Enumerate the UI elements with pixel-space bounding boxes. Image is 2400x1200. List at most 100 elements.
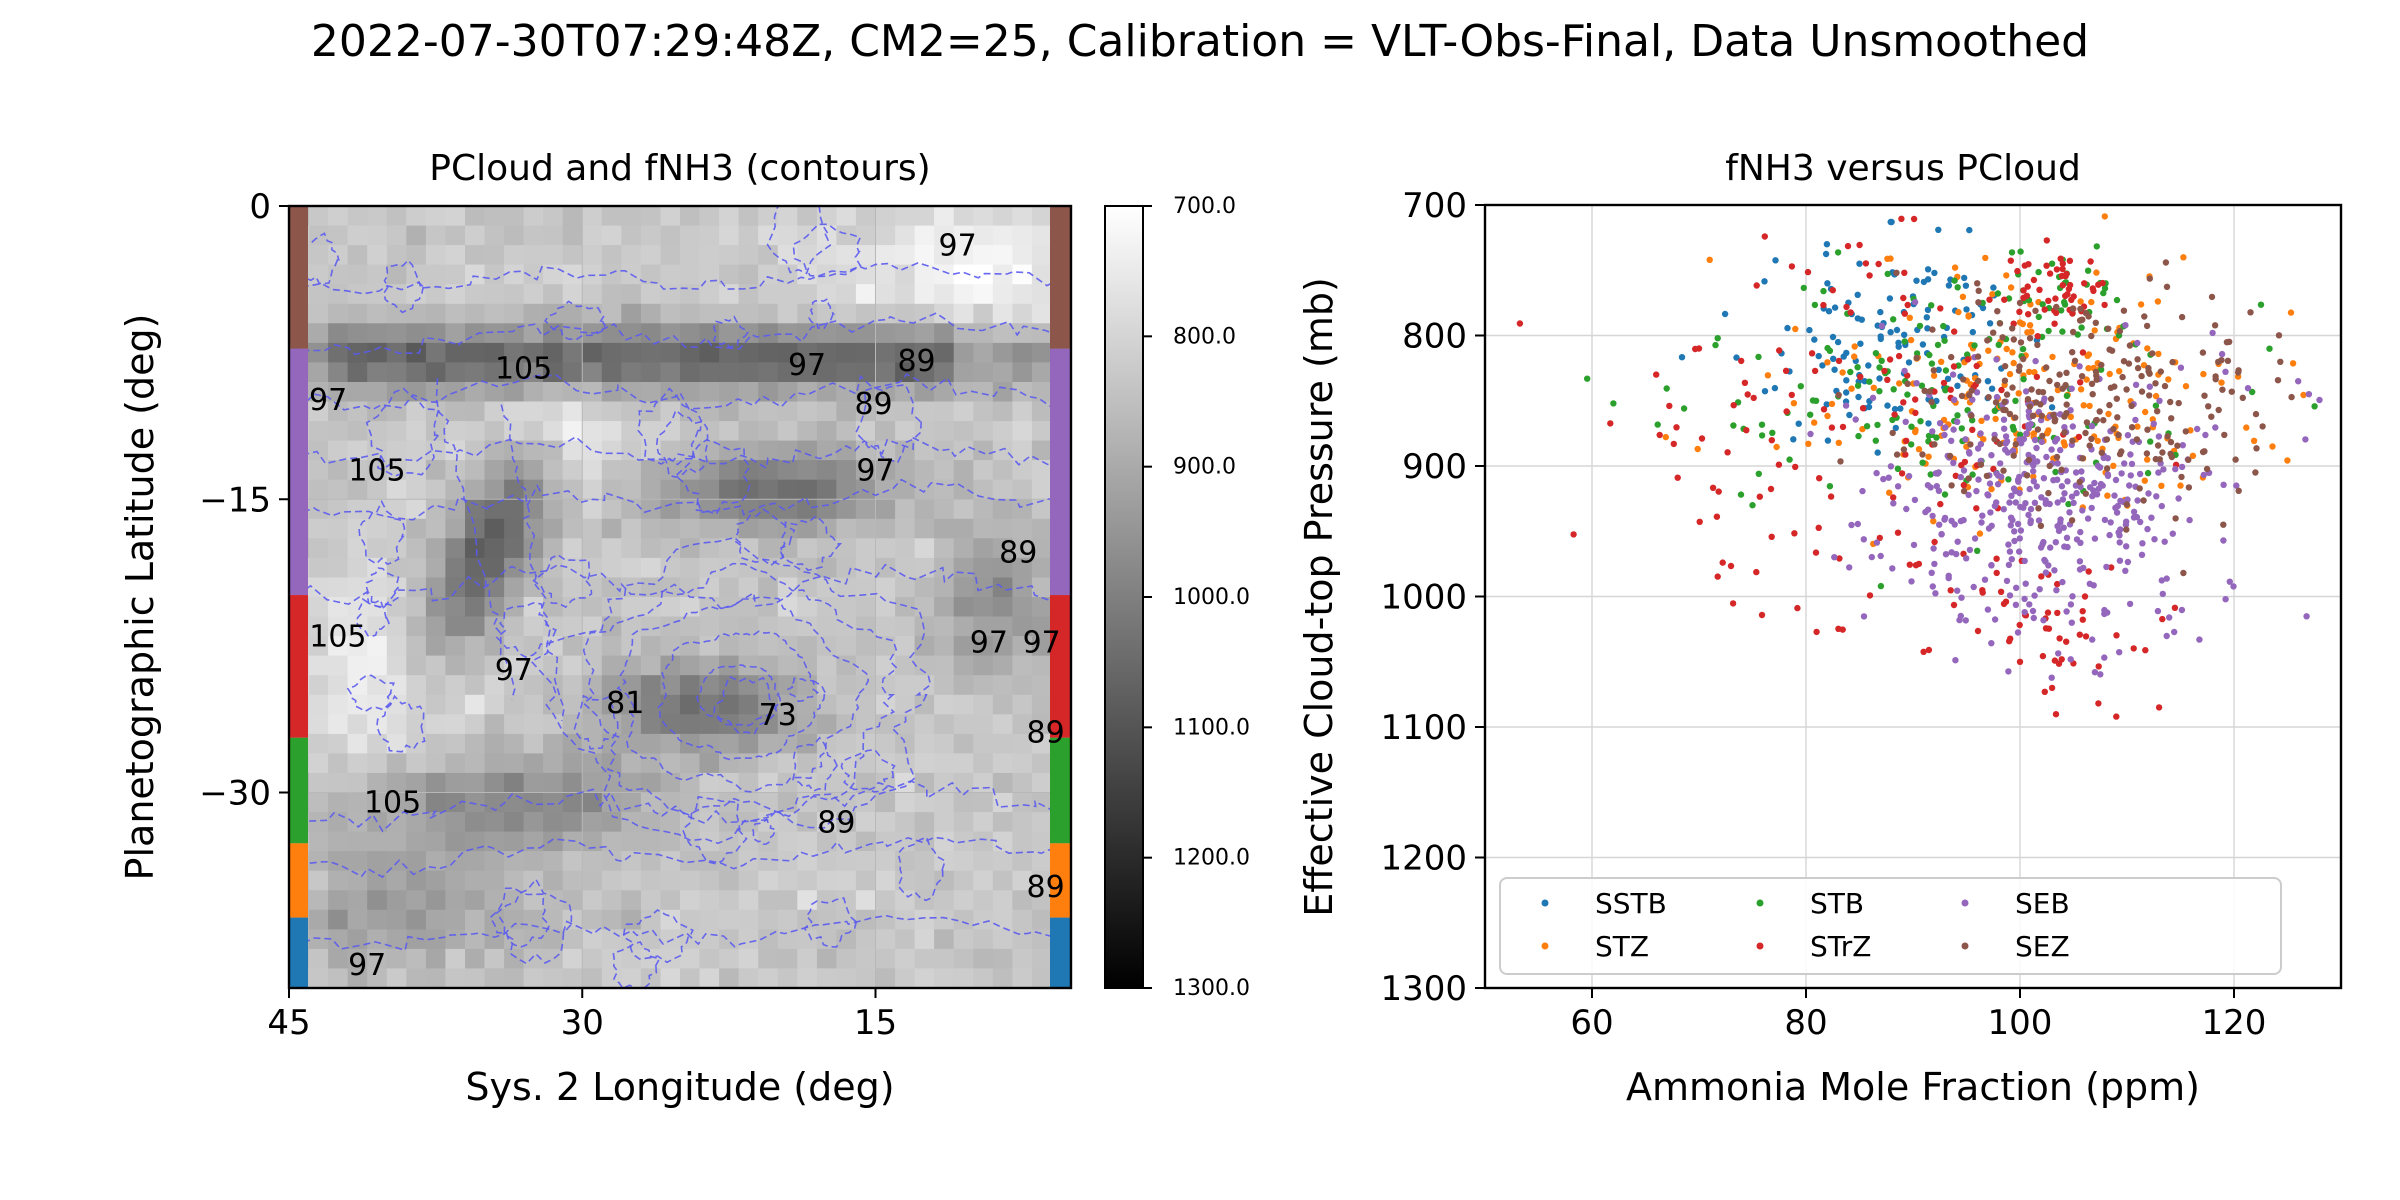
heatmap-cell xyxy=(875,968,896,988)
heatmap-cell xyxy=(895,342,916,363)
heatmap-cell xyxy=(934,655,955,676)
scatter-point xyxy=(2033,483,2041,490)
scatter-point xyxy=(1979,304,1987,312)
heatmap-cell xyxy=(328,342,349,363)
heatmap-cell xyxy=(582,460,603,481)
scatter-point xyxy=(1806,326,1813,334)
heatmap-cell xyxy=(895,890,916,911)
scatter-point xyxy=(1829,287,1837,294)
contour-line xyxy=(289,914,1071,952)
scatter-point xyxy=(1987,509,1994,516)
heatmap-cell xyxy=(797,714,818,735)
heatmap-cell xyxy=(660,577,681,598)
heatmap-cell xyxy=(953,792,974,813)
scatter-point xyxy=(1844,242,1852,250)
heatmap-cell xyxy=(484,342,505,363)
heatmap-cell xyxy=(680,616,701,637)
heatmap-cell xyxy=(640,812,661,833)
heatmap-cell xyxy=(308,460,329,481)
heatmap-cell xyxy=(719,421,740,442)
heatmap-cell xyxy=(777,264,798,285)
scatter-point xyxy=(2037,544,2045,551)
heatmap-cell xyxy=(777,948,798,969)
heatmap-cell xyxy=(934,597,955,618)
scatter-point xyxy=(2088,422,2096,430)
scatter-point xyxy=(2041,306,2048,313)
heatmap-cell xyxy=(1031,753,1052,774)
heatmap-cell xyxy=(347,557,368,578)
scatter-point xyxy=(1911,298,1919,306)
heatmap-cell xyxy=(777,616,798,637)
heatmap-cell xyxy=(367,655,388,676)
scatter-point xyxy=(2011,537,2018,545)
heatmap-cell xyxy=(406,753,427,774)
heatmap-cell xyxy=(914,245,935,266)
series-seb xyxy=(1807,298,2323,681)
scatter-point xyxy=(1971,342,1978,349)
scatter-point xyxy=(1960,487,1968,495)
heatmap-cell xyxy=(484,812,505,833)
heatmap-cell xyxy=(308,968,329,988)
heatmap-cell xyxy=(680,812,701,833)
scatter-point xyxy=(1901,331,1908,338)
heatmap-cell xyxy=(543,577,564,598)
heatmap-cell xyxy=(797,909,818,930)
heatmap-cell xyxy=(758,401,779,422)
scatter-point xyxy=(1835,357,1843,365)
heatmap-cell xyxy=(621,577,642,598)
scatter-point xyxy=(1753,282,1760,289)
heatmap-cell xyxy=(875,225,896,246)
heatmap-cell xyxy=(582,597,603,618)
scatter-point xyxy=(2017,503,2024,511)
heatmap-cell xyxy=(738,870,759,891)
scatter-point xyxy=(2061,543,2068,550)
heatmap-cell xyxy=(816,733,837,754)
heatmap-cell xyxy=(816,714,837,735)
scatter-point xyxy=(1837,458,1844,465)
scatter-point xyxy=(1889,429,1896,437)
heatmap-cell xyxy=(777,870,798,891)
scatter-point xyxy=(1848,385,1855,392)
heatmap-cell xyxy=(953,733,974,754)
heatmap-cell xyxy=(484,440,505,461)
scatter-point xyxy=(2107,519,2114,526)
scatter-point xyxy=(1584,375,1591,382)
heatmap-cell xyxy=(386,421,407,442)
scatter-point xyxy=(2006,592,2014,599)
heatmap-cell xyxy=(992,401,1013,422)
heatmap-cell xyxy=(836,518,857,539)
scatter-point xyxy=(1873,539,1881,546)
heatmap-cell xyxy=(484,382,505,403)
heatmap-cell xyxy=(875,323,896,344)
scatter-point xyxy=(2091,669,2099,676)
heatmap-cell xyxy=(816,870,837,891)
scatter-point xyxy=(2065,500,2072,508)
scatter-point xyxy=(1903,505,1910,513)
heatmap-cell xyxy=(504,206,525,227)
scatter-point xyxy=(1892,424,1900,432)
scatter-point xyxy=(2162,259,2170,266)
scatter-point xyxy=(1758,611,1766,619)
heatmap-cell xyxy=(621,753,642,774)
heatmap-cell xyxy=(328,225,349,246)
scatter-point xyxy=(1764,372,1772,379)
heatmap-cell xyxy=(425,577,446,598)
heatmap-cell xyxy=(680,499,701,520)
scatter-point xyxy=(2142,408,2149,416)
scatter-point xyxy=(2072,469,2080,476)
scatter-point xyxy=(2316,396,2323,404)
heatmap-cell xyxy=(621,342,642,363)
scatter-point xyxy=(2016,548,2023,555)
scatter-point xyxy=(2064,478,2071,485)
heatmap-cell xyxy=(562,929,583,950)
heatmap-cell xyxy=(914,675,935,696)
scatter-point xyxy=(1827,493,1835,500)
scatter-point xyxy=(1919,341,1927,348)
scatter-point xyxy=(1790,400,1798,407)
scatter-point xyxy=(1944,375,1952,382)
heatmap-cell xyxy=(992,440,1013,461)
contour-line xyxy=(376,694,426,753)
scatter-point xyxy=(1911,496,1919,504)
heatmap-cell xyxy=(465,792,486,813)
heatmap-cell xyxy=(562,557,583,578)
